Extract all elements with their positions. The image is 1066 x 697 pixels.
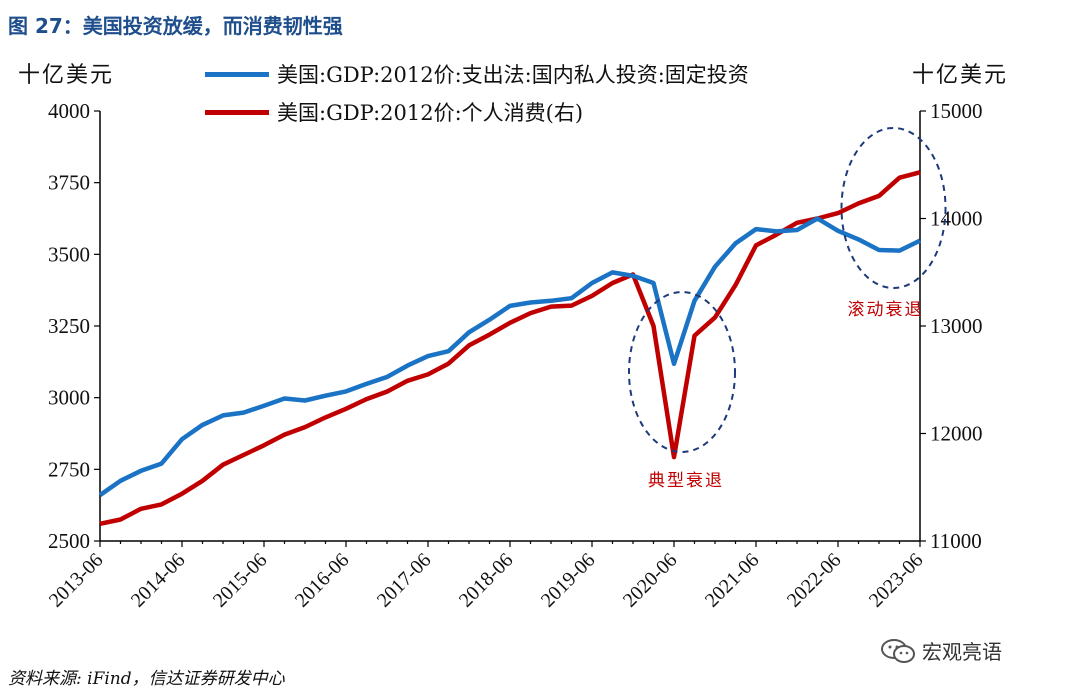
x-tick-label: 2016-06 — [291, 549, 354, 612]
right-tick-label: 15000 — [930, 99, 983, 123]
recession-ellipse-rolling — [840, 127, 947, 289]
annotation-layer: 典型衰退 滚动衰退 — [628, 127, 947, 491]
right-tick-label: 14000 — [930, 207, 983, 231]
x-tick-label: 2019-06 — [537, 549, 600, 612]
left-tick-label: 4000 — [48, 99, 90, 123]
legend: 美国:GDP:2012价:支出法:国内私人投资:固定投资 美国:GDP:2012… — [205, 55, 749, 131]
chart-title: 图 27：美国投资放缓，而消费韧性强 — [8, 14, 343, 38]
x-tick-label: 2022-06 — [783, 549, 846, 612]
right-axis-unit: 十亿美元 — [912, 63, 1009, 88]
right-tick-label: 13000 — [930, 314, 983, 338]
series-layer — [98, 170, 921, 527]
left-tick-label: 3250 — [48, 314, 90, 338]
legend-swatch-investment — [205, 71, 269, 77]
consumption-line — [99, 170, 921, 527]
legend-label-consumption: 美国:GDP:2012价:个人消费(右) — [277, 101, 584, 125]
source-note: 资料来源: iFind，信达证券研发中心 — [8, 669, 285, 689]
legend-item-consumption: 美国:GDP:2012价:个人消费(右) — [205, 93, 749, 131]
watermark-text: 宏观亮语 — [922, 640, 1002, 664]
wechat-icon — [881, 638, 915, 663]
legend-swatch-consumption — [205, 109, 269, 115]
axes: 2500 2750 3000 3250 3500 3750 4000 11000 12000 13… — [45, 99, 983, 612]
left-tick-label: 2750 — [48, 457, 90, 481]
x-tick-label: 2018-06 — [455, 549, 518, 612]
annotation-rolling-recession: 滚动衰退 — [848, 300, 924, 320]
legend-item-investment: 美国:GDP:2012价:支出法:国内私人投资:固定投资 — [205, 55, 749, 93]
x-tick-label: 2013-06 — [45, 549, 108, 612]
x-tick-label: 2014-06 — [127, 549, 190, 612]
left-tick-label: 3750 — [48, 171, 90, 195]
x-tick-label: 2021-06 — [701, 549, 764, 612]
legend-label-investment: 美国:GDP:2012价:支出法:国内私人投资:固定投资 — [277, 63, 749, 87]
right-tick-label: 12000 — [930, 422, 983, 446]
left-tick-label: 3500 — [48, 242, 90, 266]
left-tick-label: 2500 — [48, 529, 90, 553]
right-tick-label: 11000 — [930, 529, 982, 553]
investment-line — [98, 216, 921, 497]
recession-ellipse-typical — [628, 291, 736, 453]
left-axis-unit: 十亿美元 — [18, 63, 115, 88]
annotation-typical-recession: 典型衰退 — [648, 471, 724, 491]
watermark: 宏观亮语 — [880, 636, 1002, 665]
x-tick-label: 2017-06 — [373, 549, 436, 612]
x-tick-label: 2023-06 — [865, 549, 928, 612]
left-tick-label: 3000 — [48, 386, 90, 410]
x-tick-label: 2020-06 — [619, 549, 682, 612]
x-tick-label: 2015-06 — [209, 549, 272, 612]
